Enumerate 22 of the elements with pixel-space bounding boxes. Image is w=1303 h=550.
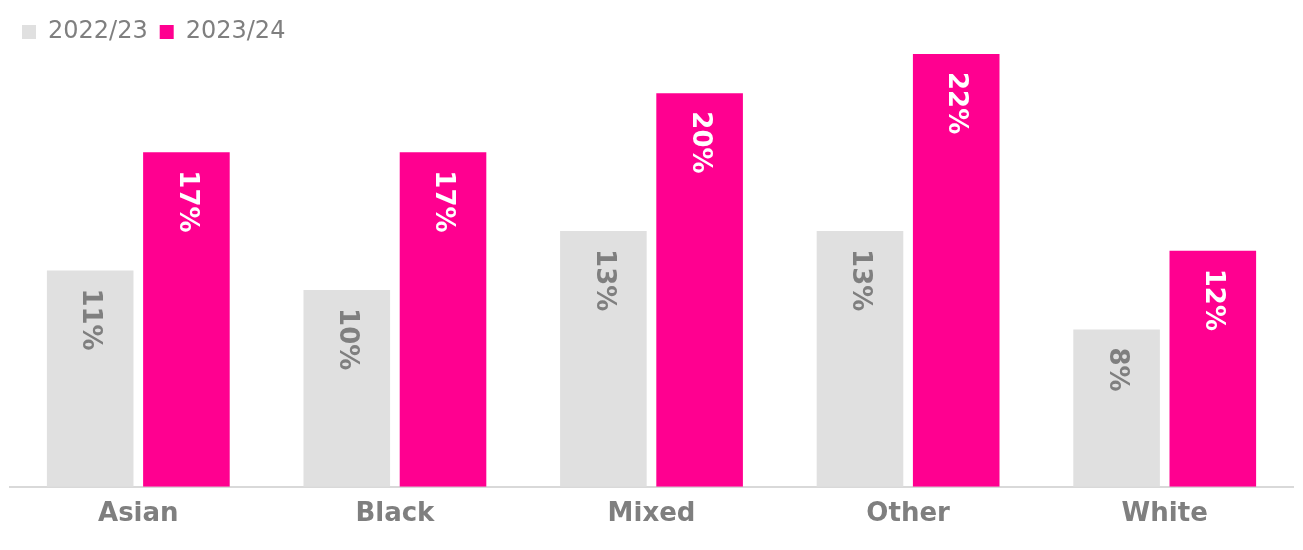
data-label: 13% [590,249,621,312]
legend-label: 2023/24 [185,16,286,45]
data-label: 8% [1103,347,1134,392]
bar [656,93,743,487]
data-label: 22% [943,72,974,135]
bar [399,152,487,487]
bar [143,152,230,487]
x-tick-label: Asian [98,497,179,528]
bar [912,54,1000,487]
x-tick-label: Black [355,497,436,528]
data-label: 11% [77,288,108,351]
x-tick-label: Other [866,497,951,528]
data-label: 17% [430,170,461,233]
data-label: 20% [686,111,717,174]
data-label: 13% [847,249,878,312]
data-label: 12% [1200,268,1231,331]
data-label: 10% [334,308,365,371]
data-label: 17% [173,170,204,233]
bar [1169,250,1257,487]
legend-label: 2022/23 [48,16,148,45]
x-tick-label: Mixed [607,497,696,528]
x-tick-label: White [1121,497,1208,528]
